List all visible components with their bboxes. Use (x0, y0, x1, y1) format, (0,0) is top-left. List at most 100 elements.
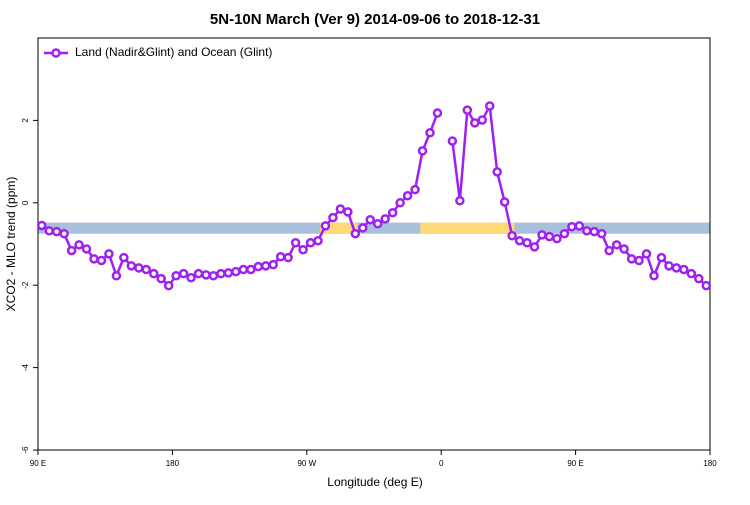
data-point (499, 197, 510, 207)
data-point (36, 220, 47, 231)
y-tick-label: 0 (21, 200, 30, 205)
data-point (126, 261, 137, 271)
data-point (634, 255, 644, 266)
data-point (66, 245, 77, 256)
data-point (641, 249, 652, 259)
data-point (290, 238, 301, 248)
data-point (574, 221, 585, 231)
data-point (44, 226, 54, 236)
data-point (201, 270, 211, 280)
data-point (328, 212, 338, 223)
data-point (163, 280, 174, 291)
data-point (246, 264, 256, 275)
x-tick-label: 0 (439, 459, 444, 468)
data-point (208, 270, 219, 281)
data-point (335, 204, 346, 214)
data-point (671, 263, 682, 273)
data-point (171, 270, 181, 281)
data-point (119, 252, 129, 263)
data-point (432, 108, 443, 118)
data-point (193, 268, 204, 279)
data-point (470, 118, 480, 128)
data-point (582, 226, 592, 236)
data-point (447, 136, 458, 146)
data-point (320, 221, 331, 231)
series-line (41, 101, 708, 288)
data-point (350, 228, 361, 239)
data-point (358, 223, 368, 233)
data-point (298, 245, 308, 255)
data-point (626, 254, 637, 264)
y-axis-label: XCO2 - MLO trend (ppm) (4, 177, 18, 312)
data-point (148, 268, 159, 279)
data-point (89, 254, 99, 264)
data-point (559, 228, 570, 239)
data-point (679, 264, 689, 275)
x-tick-label: 180 (703, 459, 717, 468)
data-point (462, 105, 473, 115)
data-point (589, 226, 600, 237)
data-point (111, 270, 122, 281)
data-point (529, 242, 540, 252)
data-point (51, 226, 62, 237)
ocean-band (38, 222, 710, 234)
data-point (141, 264, 152, 275)
data-point (216, 268, 226, 279)
data-point (372, 219, 383, 229)
data-point (253, 261, 264, 272)
data-point (477, 115, 488, 125)
data-point (410, 184, 420, 195)
land-band (420, 222, 515, 234)
data-point (649, 270, 659, 281)
data-point (380, 214, 390, 224)
data-point (260, 261, 271, 271)
data-point (395, 198, 405, 208)
data-point (223, 268, 234, 278)
data-point (268, 259, 278, 270)
x-tick-label: 90 W (297, 459, 316, 468)
data-point (104, 249, 114, 259)
x-tick-label: 90 E (567, 459, 583, 468)
data-point (365, 214, 376, 225)
data-point (425, 128, 435, 138)
data-point (604, 245, 614, 256)
data-point (283, 252, 293, 263)
data-point (701, 280, 712, 291)
x-tick-label: 90 E (30, 459, 46, 468)
y-tick-label: -6 (21, 446, 30, 454)
y-tick-label: -2 (21, 281, 30, 289)
data-point (305, 238, 316, 248)
y-tick-label: -4 (21, 363, 30, 371)
y-tick-label: 2 (21, 118, 30, 123)
x-tick-label: 180 (166, 459, 180, 468)
data-point (686, 268, 697, 279)
data-point (134, 263, 144, 273)
data-point (492, 167, 502, 177)
data-point (537, 230, 547, 240)
data-point (455, 195, 465, 206)
data-point (186, 273, 196, 283)
data-point (567, 221, 577, 232)
data-point (59, 228, 69, 239)
data-point (387, 207, 398, 218)
data-point (238, 264, 249, 275)
data-point (514, 235, 525, 246)
data-point (656, 252, 667, 263)
plot-frame (37, 37, 711, 451)
data-point (664, 261, 674, 271)
data-point (275, 252, 286, 262)
legend-marker (51, 48, 61, 58)
data-point (231, 266, 241, 277)
data-point (694, 273, 704, 284)
chart-title: 5N-10N March (Ver 9) 2014-09-06 to 2018-… (210, 11, 540, 28)
data-point (343, 207, 353, 217)
data-point (417, 146, 428, 156)
legend-label: Land (Nadir&Glint) and Ocean (Glint) (75, 45, 272, 59)
land-band (320, 222, 358, 234)
data-point (178, 268, 189, 279)
data-point (484, 101, 495, 111)
data-point (81, 244, 92, 254)
data-point (619, 244, 629, 254)
data-point (402, 191, 413, 201)
